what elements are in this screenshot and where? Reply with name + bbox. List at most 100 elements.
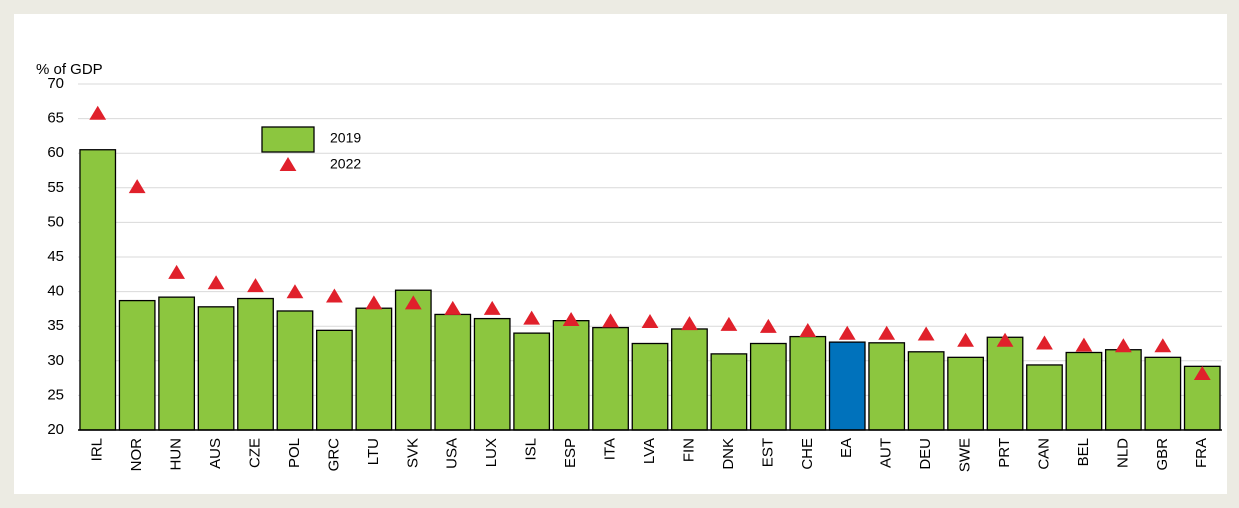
x-tick-label: ESP bbox=[562, 438, 579, 468]
bar bbox=[947, 356, 984, 431]
bar bbox=[789, 335, 827, 431]
y-tick-label: 55 bbox=[47, 179, 64, 196]
y-tick-label: 25 bbox=[47, 386, 64, 403]
x-tick-label: CAN bbox=[1035, 438, 1052, 470]
marker bbox=[365, 295, 383, 310]
marker bbox=[562, 311, 580, 326]
marker bbox=[681, 316, 698, 331]
x-tick-label: FRA bbox=[1193, 438, 1210, 468]
bar bbox=[907, 351, 945, 431]
x-tick-label: IRL bbox=[89, 438, 106, 461]
marker bbox=[1114, 338, 1132, 353]
x-tick-label: HUN bbox=[168, 438, 185, 471]
bar bbox=[276, 310, 314, 431]
marker bbox=[207, 275, 225, 290]
marker bbox=[917, 326, 935, 341]
bar bbox=[434, 313, 472, 431]
bar bbox=[79, 149, 117, 431]
bar bbox=[197, 306, 235, 431]
x-tick-label: CZE bbox=[246, 438, 263, 468]
bar bbox=[828, 341, 866, 431]
bar bbox=[1065, 351, 1103, 431]
marker bbox=[404, 295, 422, 310]
x-tick-label: SVK bbox=[404, 438, 421, 468]
x-tick-label: LTU bbox=[365, 438, 382, 465]
x-tick-label: NOR bbox=[128, 438, 145, 472]
y-tick-label: 45 bbox=[47, 248, 64, 265]
x-tick-label: AUT bbox=[878, 438, 895, 468]
legend-swatch bbox=[261, 126, 315, 153]
marker bbox=[523, 310, 541, 325]
bar bbox=[552, 320, 590, 431]
bar bbox=[592, 326, 629, 431]
x-tick-label: DEU bbox=[917, 438, 934, 470]
y-tick-label: 40 bbox=[47, 283, 64, 300]
bar bbox=[868, 342, 906, 431]
bar bbox=[1144, 356, 1182, 431]
bar bbox=[355, 307, 393, 431]
marker bbox=[641, 314, 659, 329]
marker bbox=[759, 318, 777, 333]
y-tick-label: 30 bbox=[47, 352, 64, 369]
bar bbox=[158, 296, 196, 431]
marker bbox=[128, 179, 146, 194]
marker bbox=[957, 332, 974, 347]
x-tick-label: SWE bbox=[957, 438, 974, 472]
marker bbox=[89, 105, 107, 120]
bar bbox=[671, 328, 708, 431]
x-tick-label: PRT bbox=[996, 438, 1013, 468]
bar bbox=[1026, 364, 1063, 431]
marker bbox=[1036, 335, 1053, 350]
x-tick-label: USA bbox=[444, 438, 461, 469]
legend-label: 2019 bbox=[330, 130, 361, 146]
bar bbox=[631, 342, 669, 431]
bar bbox=[1104, 349, 1142, 431]
x-tick-label: CHE bbox=[799, 438, 816, 470]
x-tick-label: GRC bbox=[325, 438, 342, 472]
marker bbox=[1154, 338, 1172, 353]
marker bbox=[1193, 365, 1211, 380]
y-tick-label: 35 bbox=[47, 317, 64, 334]
bar bbox=[749, 342, 787, 431]
x-tick-label: GBR bbox=[1154, 438, 1171, 471]
marker bbox=[878, 325, 896, 340]
x-tick-label: EA bbox=[838, 438, 855, 458]
x-tick-label: LVA bbox=[641, 438, 658, 464]
marker bbox=[326, 288, 343, 303]
y-tick-label: 50 bbox=[47, 213, 64, 230]
marker bbox=[286, 284, 304, 299]
marker bbox=[799, 323, 817, 338]
y-axis-label: % of GDP bbox=[36, 61, 103, 78]
x-tick-label: NLD bbox=[1114, 438, 1131, 468]
y-tick-label: 70 bbox=[47, 75, 64, 92]
bar bbox=[710, 353, 748, 431]
marker bbox=[996, 332, 1014, 347]
y-tick-label: 60 bbox=[47, 144, 64, 161]
y-tick-label: 20 bbox=[47, 421, 64, 438]
x-tick-label: FIN bbox=[680, 438, 697, 462]
x-tick-label: ITA bbox=[602, 438, 619, 460]
bar bbox=[986, 336, 1024, 431]
y-tick-label: 65 bbox=[47, 110, 64, 127]
x-tick-label: EST bbox=[759, 438, 776, 467]
bar bbox=[237, 297, 274, 431]
marker bbox=[838, 325, 856, 340]
bar bbox=[473, 317, 511, 431]
marker bbox=[444, 300, 462, 315]
x-tick-label: POL bbox=[286, 438, 303, 468]
x-tick-label: ISL bbox=[523, 438, 540, 461]
marker bbox=[720, 316, 738, 331]
marker bbox=[1075, 337, 1093, 352]
legend-label: 2022 bbox=[330, 156, 361, 172]
legend-swatch bbox=[279, 157, 297, 171]
marker bbox=[168, 264, 186, 279]
bar bbox=[316, 329, 353, 431]
x-tick-label: DNK bbox=[720, 438, 737, 470]
x-tick-label: BEL bbox=[1075, 438, 1092, 466]
marker bbox=[247, 278, 264, 293]
bar bbox=[513, 332, 551, 431]
marker bbox=[483, 300, 501, 315]
x-tick-label: LUX bbox=[483, 438, 500, 467]
